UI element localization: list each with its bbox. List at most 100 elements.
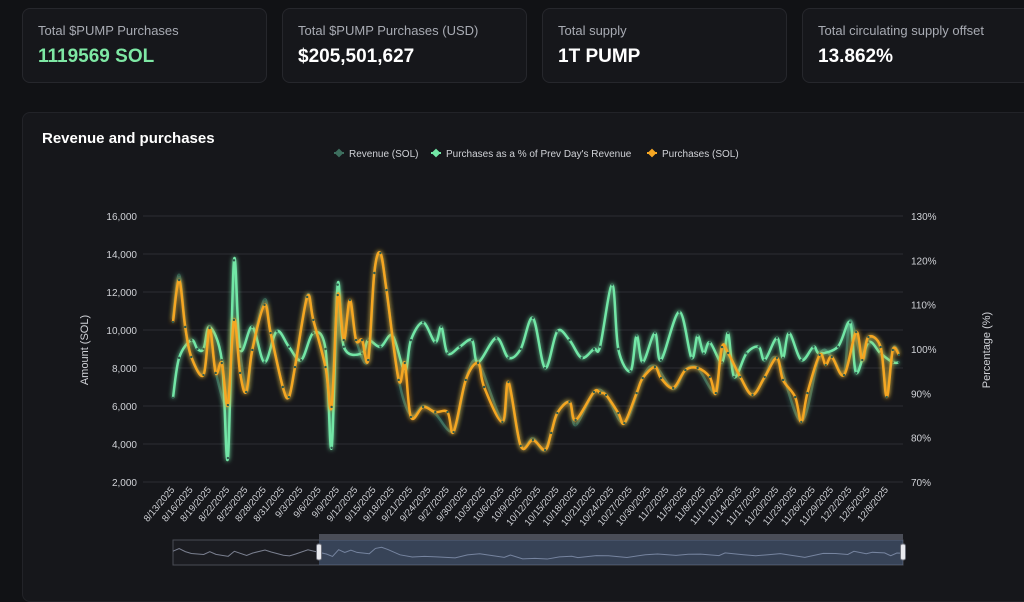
data-point[interactable] — [263, 298, 266, 301]
data-point[interactable] — [409, 415, 413, 419]
data-point[interactable] — [568, 400, 571, 404]
purchases-line[interactable] — [171, 251, 900, 452]
data-point[interactable] — [598, 391, 602, 395]
data-point[interactable] — [623, 421, 626, 425]
data-point[interactable] — [190, 338, 193, 342]
data-point[interactable] — [507, 356, 510, 360]
data-point[interactable] — [629, 369, 632, 373]
data-point[interactable] — [604, 393, 608, 397]
data-point[interactable] — [592, 347, 596, 351]
data-point[interactable] — [781, 356, 785, 360]
data-point[interactable] — [171, 396, 175, 399]
data-point[interactable] — [324, 347, 327, 351]
data-point[interactable] — [800, 420, 803, 424]
data-point[interactable] — [824, 363, 827, 367]
data-point[interactable] — [543, 448, 547, 452]
data-point[interactable] — [726, 351, 730, 355]
data-point[interactable] — [867, 335, 870, 339]
data-point[interactable] — [659, 358, 663, 362]
data-point[interactable] — [781, 378, 785, 382]
data-point[interactable] — [446, 410, 449, 414]
data-point[interactable] — [751, 393, 754, 397]
data-point[interactable] — [293, 365, 297, 369]
data-point[interactable] — [659, 376, 663, 380]
revenue-line[interactable] — [171, 252, 900, 452]
data-point[interactable] — [763, 375, 766, 379]
data-point[interactable] — [367, 358, 370, 362]
data-point[interactable] — [238, 371, 242, 375]
data-point[interactable] — [891, 348, 894, 352]
data-point[interactable] — [794, 395, 797, 399]
data-point[interactable] — [702, 352, 705, 355]
data-point[interactable] — [190, 355, 193, 359]
data-point[interactable] — [745, 352, 748, 355]
data-point[interactable] — [385, 288, 388, 292]
data-point[interactable] — [867, 341, 870, 344]
data-point[interactable] — [714, 391, 718, 395]
data-point[interactable] — [830, 355, 833, 359]
data-point[interactable] — [855, 371, 858, 375]
data-point[interactable] — [177, 273, 181, 277]
data-point[interactable] — [836, 345, 840, 348]
data-point[interactable] — [177, 356, 181, 360]
data-point[interactable] — [348, 298, 352, 302]
data-point[interactable] — [171, 320, 175, 324]
data-point[interactable] — [611, 283, 614, 286]
data-point[interactable] — [354, 338, 358, 342]
data-point[interactable] — [440, 325, 443, 329]
data-point[interactable] — [848, 321, 852, 324]
data-point[interactable] — [446, 352, 449, 355]
data-point[interactable] — [641, 361, 644, 364]
data-point[interactable] — [812, 345, 815, 348]
data-point[interactable] — [251, 348, 254, 352]
data-point[interactable] — [690, 356, 693, 360]
data-point[interactable] — [336, 283, 339, 286]
data-point[interactable] — [641, 376, 644, 380]
data-point[interactable] — [330, 405, 333, 409]
data-point[interactable] — [312, 318, 315, 322]
data-point[interactable] — [806, 391, 809, 395]
data-point[interactable] — [879, 345, 882, 349]
data-point[interactable] — [312, 331, 315, 335]
legend-item-pct[interactable]: Purchases as a % of Prev Day's Revenue — [431, 148, 632, 160]
data-point[interactable] — [196, 347, 199, 351]
data-point[interactable] — [739, 375, 742, 379]
data-point[interactable] — [897, 361, 901, 364]
data-point[interactable] — [653, 331, 657, 335]
data-point[interactable] — [726, 331, 730, 335]
data-point[interactable] — [653, 365, 657, 369]
data-point[interactable] — [184, 325, 187, 329]
data-point[interactable] — [245, 390, 248, 394]
data-point[interactable] — [720, 361, 724, 364]
data-zoom-slider[interactable] — [172, 534, 906, 566]
data-point[interactable] — [733, 375, 736, 379]
data-point[interactable] — [775, 336, 779, 340]
navigator-selection[interactable] — [319, 540, 903, 565]
data-point[interactable] — [251, 325, 254, 329]
data-point[interactable] — [226, 456, 230, 460]
data-point[interactable] — [550, 431, 553, 435]
data-point[interactable] — [519, 347, 522, 351]
data-point[interactable] — [708, 341, 711, 344]
data-point[interactable] — [373, 271, 376, 275]
data-point[interactable] — [220, 358, 223, 362]
data-point[interactable] — [269, 331, 272, 335]
data-point[interactable] — [464, 378, 467, 382]
data-point[interactable] — [800, 358, 803, 362]
data-point[interactable] — [421, 405, 425, 409]
data-point[interactable] — [598, 345, 602, 348]
data-point[interactable] — [617, 347, 620, 351]
data-point[interactable] — [580, 356, 583, 360]
data-point[interactable] — [543, 366, 547, 370]
data-point[interactable] — [263, 361, 266, 364]
data-point[interactable] — [531, 316, 535, 320]
legend-item-purchases[interactable]: Purchases (SOL) — [647, 148, 739, 160]
data-point[interactable] — [202, 347, 205, 351]
data-point[interactable] — [470, 338, 474, 342]
data-point[interactable] — [556, 411, 559, 415]
data-point[interactable] — [458, 345, 461, 348]
data-point[interactable] — [574, 423, 577, 427]
data-point[interactable] — [861, 358, 864, 362]
data-point[interactable] — [336, 293, 339, 297]
data-point[interactable] — [720, 345, 724, 349]
